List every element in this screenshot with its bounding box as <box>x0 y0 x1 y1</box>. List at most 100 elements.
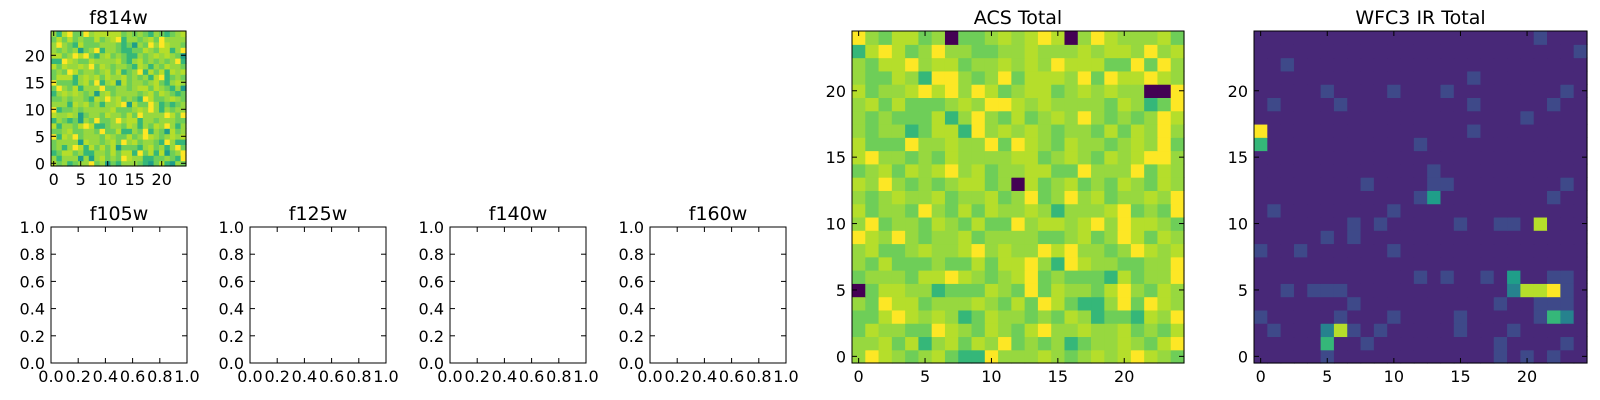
acs-total-cell <box>1037 123 1052 138</box>
f814w-cell <box>83 79 90 86</box>
acs-total-cell <box>1104 84 1119 98</box>
f814w-cell <box>110 101 117 108</box>
acs-total-cell <box>1037 44 1052 59</box>
f814w-cell <box>126 122 133 129</box>
acs-total-cell <box>931 270 946 284</box>
f814w-cell <box>132 128 138 135</box>
acs-total-cell <box>1157 70 1172 85</box>
f814w-cell <box>72 95 79 102</box>
f814w-cell <box>61 128 68 135</box>
f814w-cell <box>142 117 149 124</box>
f814w-cell <box>61 74 68 81</box>
acs-total-cell <box>1144 44 1159 59</box>
acs-total-cell <box>1011 123 1026 138</box>
f814w-cell <box>169 58 176 64</box>
acs-total-cell <box>1051 203 1066 218</box>
wfc3-ir-total-cell <box>1533 270 1548 284</box>
acs-total-y-tick-label: 5 <box>836 281 846 300</box>
acs-total-cell <box>1051 336 1066 351</box>
wfc3-ir-total-cell <box>1267 44 1282 59</box>
acs-total-cell <box>931 309 946 324</box>
wfc3-ir-total-cell <box>1373 31 1388 45</box>
wfc3-ir-total-cell <box>1467 349 1482 364</box>
f814w-cell <box>88 101 95 108</box>
wfc3-ir-total-cell <box>1373 177 1388 191</box>
f814w-cell <box>88 63 95 70</box>
acs-total-cell <box>1077 44 1092 59</box>
acs-total-cell <box>905 177 919 191</box>
f814w-cell <box>126 41 133 48</box>
acs-total-cell <box>1130 243 1145 258</box>
f125w-y-tick-label: 0.8 <box>219 245 244 264</box>
wfc3-ir-total-cell <box>1373 270 1388 284</box>
f814w-cell <box>110 144 117 151</box>
acs-total-cell <box>918 110 933 125</box>
wfc3-ir-total-cell <box>1333 190 1348 205</box>
acs-total-cell <box>984 150 999 165</box>
f814w-cell <box>159 101 165 108</box>
wfc3-ir-total-cell <box>1560 190 1575 205</box>
acs-total-cell <box>1077 309 1092 324</box>
acs-total-cell <box>1037 97 1052 112</box>
acs-total-cell <box>918 150 933 165</box>
f814w-cell <box>110 95 117 102</box>
wfc3-ir-total-cell <box>1453 323 1468 338</box>
f814w-cell <box>61 133 68 140</box>
wfc3-ir-total-cell <box>1467 216 1482 231</box>
acs-total-cell <box>1130 163 1145 178</box>
f814w-cell <box>175 36 182 43</box>
wfc3-ir-total-cell <box>1387 97 1402 112</box>
acs-total-cell <box>1024 137 1039 152</box>
f814w-cell <box>121 117 128 124</box>
wfc3-ir-total-cell <box>1520 243 1535 258</box>
wfc3-ir-total-cell <box>1267 110 1282 125</box>
wfc3-ir-total-cell <box>1307 163 1322 178</box>
acs-total-cell <box>1170 110 1185 125</box>
f814w-cell <box>83 117 90 124</box>
acs-total-cell <box>931 349 946 364</box>
wfc3-ir-total-cell <box>1333 70 1348 85</box>
f814w-cell <box>105 128 111 135</box>
acs-total-cell <box>1064 177 1079 191</box>
wfc3-ir-total-cell <box>1547 31 1561 45</box>
f814w-cell <box>61 52 68 59</box>
wfc3-ir-total-cell <box>1413 70 1428 85</box>
acs-total-cell <box>918 296 933 311</box>
f814w-cell <box>94 41 101 48</box>
wfc3-ir-total-cell <box>1254 163 1268 178</box>
f814w-cell <box>56 74 63 81</box>
acs-total-cell <box>1117 336 1132 351</box>
acs-total-cell <box>918 243 933 258</box>
wfc3-ir-total-cell <box>1254 256 1268 271</box>
wfc3-ir-total-cell <box>1547 97 1561 112</box>
wfc3-ir-total-cell <box>1320 57 1335 72</box>
acs-total-cell <box>971 97 986 112</box>
f814w-cell <box>61 47 68 54</box>
acs-total-cell <box>944 256 959 271</box>
wfc3-ir-total-cell <box>1560 349 1575 364</box>
wfc3-ir-total-cell <box>1507 84 1521 98</box>
f814w-cell <box>175 90 182 97</box>
acs-total-cell <box>1144 137 1159 152</box>
acs-total-cell <box>1104 123 1119 138</box>
f814w-cell <box>169 63 176 70</box>
f814w-cell <box>121 85 128 91</box>
f814w-cell <box>148 122 155 129</box>
acs-total-cell <box>971 349 986 364</box>
acs-total-cell <box>984 31 999 45</box>
wfc3-ir-total-cell <box>1293 31 1308 45</box>
wfc3-ir-total-cell <box>1560 31 1575 45</box>
wfc3-ir-total-cell <box>1440 309 1455 324</box>
wfc3-ir-total-cell <box>1440 110 1455 125</box>
f814w-cell <box>148 133 155 140</box>
f814w-cell <box>126 133 133 140</box>
f814w-cell <box>159 90 165 97</box>
wfc3-ir-total-cell <box>1453 97 1468 112</box>
f814w-cell <box>67 149 74 156</box>
wfc3-ir-total-cell <box>1267 137 1282 152</box>
wfc3-ir-total-cell <box>1347 243 1362 258</box>
f160w-x-tick-label: 0.4 <box>692 367 717 386</box>
acs-total-cell <box>931 230 946 245</box>
acs-total-cell <box>1024 309 1039 324</box>
acs-total-cell <box>865 216 880 231</box>
